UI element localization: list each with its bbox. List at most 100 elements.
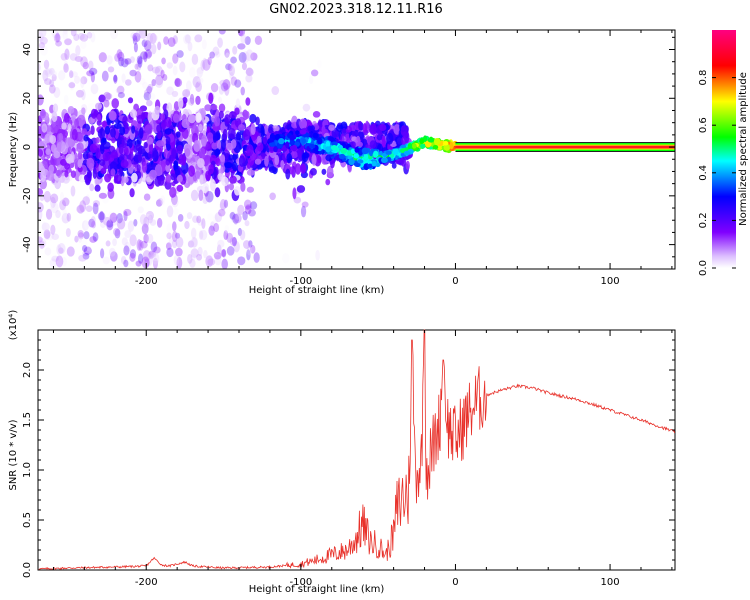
noise-blob	[221, 138, 226, 151]
noise-blob	[207, 213, 214, 221]
noise-blob	[216, 244, 222, 255]
noise-blob	[171, 196, 179, 208]
noise-blob	[107, 211, 116, 222]
noise-blob	[41, 123, 48, 133]
noise-blob	[64, 163, 71, 170]
noise-blob	[90, 83, 99, 95]
noise-blob	[302, 152, 310, 159]
y-tick-label: -40	[22, 236, 33, 252]
noise-blob	[167, 37, 176, 48]
noise-blob	[213, 214, 218, 226]
noise-blob	[208, 92, 214, 105]
noise-blob	[92, 202, 99, 215]
y-tick-label: 40	[22, 43, 33, 56]
signal-blob	[299, 128, 307, 135]
colorbar-tick-label: 0.8	[698, 70, 709, 86]
noise-blob	[234, 107, 240, 115]
noise-blob	[64, 170, 69, 178]
noise-blob	[123, 210, 128, 222]
noise-blob	[63, 63, 69, 73]
noise-blob	[244, 111, 250, 119]
noise-blob	[223, 230, 229, 241]
noise-blob	[391, 162, 397, 169]
noise-blob	[81, 220, 90, 231]
noise-blob	[116, 49, 123, 60]
noise-blob	[210, 221, 215, 232]
noise-blob	[141, 223, 149, 235]
noise-blob	[63, 112, 70, 123]
noise-blob	[116, 213, 123, 224]
noise-blob	[168, 235, 174, 245]
noise-blob	[249, 201, 258, 210]
noise-blob	[143, 233, 149, 244]
noise-blob	[208, 225, 215, 236]
noise-blob	[211, 142, 219, 150]
noise-blob	[111, 98, 120, 109]
noise-blob	[76, 205, 84, 213]
noise-blob	[133, 42, 138, 53]
noise-blob	[229, 175, 237, 184]
noise-blob	[200, 59, 206, 72]
noise-blob	[115, 87, 124, 94]
noise-blob	[245, 49, 254, 62]
noise-blob	[205, 141, 211, 152]
signal-blob	[267, 138, 274, 143]
noise-blob	[129, 234, 137, 247]
noise-blob	[316, 59, 322, 69]
noise-blob	[197, 157, 205, 169]
noise-blob	[230, 56, 237, 64]
noise-blob	[57, 118, 62, 129]
noise-blob	[134, 63, 139, 70]
noise-blob	[73, 33, 80, 41]
noise-blob	[65, 137, 73, 149]
noise-blob	[125, 79, 132, 86]
noise-blob	[135, 144, 143, 152]
noise-blob	[157, 41, 162, 51]
noise-blob	[236, 131, 242, 141]
noise-blob	[169, 95, 175, 103]
noise-blob	[111, 137, 116, 144]
noise-blob	[90, 108, 97, 119]
noise-blob	[84, 246, 92, 254]
noise-blob	[162, 73, 168, 81]
noise-blob	[197, 219, 204, 226]
noise-blob	[192, 76, 201, 88]
noise-blob	[107, 182, 114, 193]
noise-blob	[240, 34, 247, 44]
noise-blob	[67, 105, 75, 114]
noise-blob	[139, 214, 147, 225]
noise-blob	[229, 72, 234, 80]
signal-blob	[328, 136, 335, 142]
noise-blob	[99, 210, 105, 223]
noise-blob	[235, 98, 241, 108]
noise-blob	[201, 218, 206, 230]
noise-blob	[148, 251, 157, 258]
noise-blob	[92, 232, 99, 242]
signal-blob	[330, 144, 338, 151]
noise-blob	[118, 56, 125, 67]
signal-blob	[278, 137, 285, 145]
noise-blob	[55, 40, 62, 47]
noise-blob	[309, 168, 317, 176]
noise-blob	[89, 183, 95, 192]
y-tick-label: 0.5	[22, 512, 33, 528]
noise-blob	[340, 121, 348, 131]
noise-blob	[137, 253, 144, 264]
colorbar-label: Normalized spectral amplitude	[738, 72, 749, 226]
noise-blob	[245, 74, 253, 83]
noise-blob	[50, 202, 59, 214]
noise-blob	[123, 208, 132, 217]
noise-blob	[120, 58, 129, 68]
noise-blob	[199, 229, 208, 241]
noise-blob	[57, 30, 65, 39]
noise-blob	[216, 139, 222, 150]
noise-blob	[45, 148, 52, 155]
noise-blob	[110, 128, 116, 138]
noise-blob	[229, 63, 235, 76]
noise-blob	[89, 236, 97, 243]
noise-blob	[147, 51, 153, 58]
noise-blob	[53, 150, 61, 159]
y-axis-scale-label: (x10⁴)	[8, 310, 19, 341]
signal-blob	[443, 143, 451, 151]
